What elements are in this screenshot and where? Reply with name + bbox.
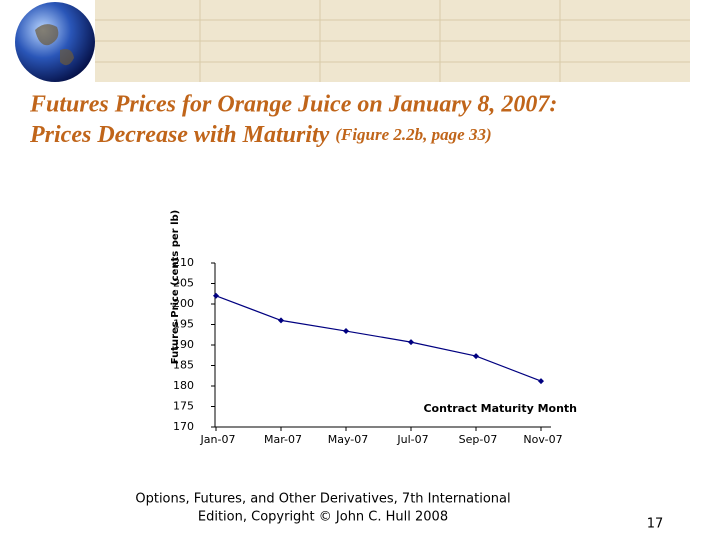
x-tick-label: Nov-07 (523, 433, 562, 446)
y-tick-label: 175 (173, 400, 194, 413)
title-main: Prices Decrease with Maturity (29, 122, 330, 148)
x-tick-label: Mar-07 (264, 433, 302, 446)
title-line: Prices Decrease with Maturity (Figure 2.… (29, 122, 492, 148)
y-axis-title: Futures Price (cents per lb) (170, 210, 181, 365)
y-tick-label: 195 (173, 318, 194, 331)
data-point (278, 317, 284, 324)
y-tick-label: 180 (173, 379, 194, 392)
footer-line: Options, Futures, and Other Derivatives,… (135, 492, 510, 507)
y-tick-label: 185 (173, 359, 194, 372)
x-tick-label: Sep-07 (459, 433, 498, 446)
x-tick-label: Jul-07 (396, 433, 428, 446)
data-point (473, 353, 479, 360)
y-tick-label: 170 (173, 420, 194, 433)
data-point (213, 292, 219, 299)
x-tick-label: May-07 (328, 433, 369, 446)
title-line: Futures Prices for Orange Juice on Janua… (29, 92, 557, 118)
title-note: (Figure 2.2b, page 33) (335, 125, 491, 144)
data-point (538, 378, 544, 385)
y-tick-label: 190 (173, 338, 194, 351)
x-tick-label: Jan-07 (200, 433, 236, 446)
y-tick-label: 210 (173, 256, 194, 269)
page-number: 17 (647, 517, 664, 532)
footer-line: Edition, Copyright © John C. Hull 2008 (198, 510, 448, 525)
header-banner (15, 0, 690, 82)
data-line (215, 295, 542, 382)
data-point (408, 339, 414, 346)
y-tick-label: 200 (173, 297, 194, 310)
x-axis-title: Contract Maturity Month (423, 402, 577, 415)
y-tick-label: 205 (173, 277, 194, 290)
data-point (343, 328, 349, 335)
